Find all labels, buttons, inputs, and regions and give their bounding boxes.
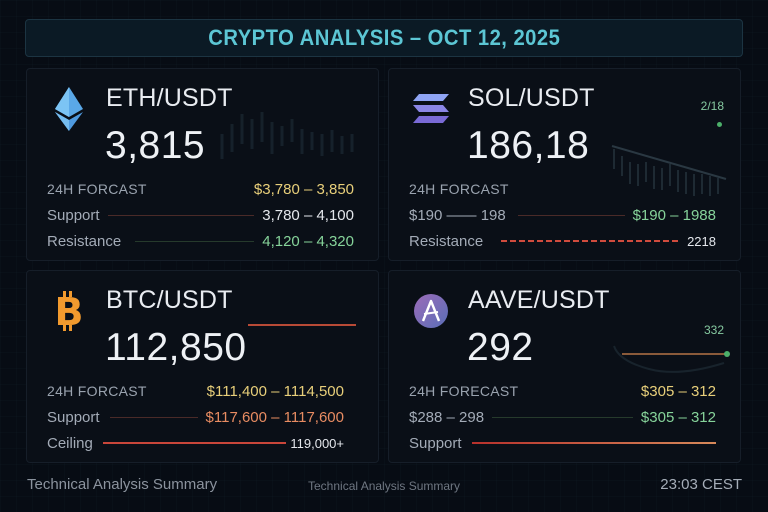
support-label: Support	[47, 206, 100, 224]
current-price: 292	[467, 326, 534, 369]
forecast-value: $3,780 – 3,850	[253, 180, 354, 198]
card-sol[interactable]: 2/18 SOL/USDT 186,18 24H FORCAST $190 ——…	[388, 68, 741, 261]
pair-name: BTC/USDT	[106, 286, 233, 314]
aave-icon	[409, 289, 453, 333]
current-price: 112,850	[105, 326, 247, 369]
support-line	[109, 416, 198, 418]
current-price: 3,815	[105, 124, 206, 167]
forecast-row: 24H FORECAST $305 – 312	[409, 381, 716, 401]
resistance-label: Resistance	[409, 232, 484, 250]
support-value: $190 – 1988	[632, 206, 716, 224]
support-label: Support	[409, 434, 462, 452]
resistance-value: 4,120 – 4,320	[262, 232, 354, 250]
price-level-line	[622, 353, 726, 355]
footer-summary-center: Technical Analysis Summary	[308, 479, 461, 493]
ceiling-label: Ceiling	[47, 434, 93, 452]
header-banner: CRYPTO ANALYSIS – OCT 12, 2025	[25, 19, 743, 57]
card-aave[interactable]: 332 AAVE/USDT 292 24H FORECAST $305 – 31…	[388, 270, 741, 463]
ceiling-value: 119,000+	[290, 435, 344, 451]
forecast-value: $305 – 312	[640, 382, 716, 400]
background-candlestick-chart	[220, 112, 354, 159]
forecast-row: 24H FORCAST	[409, 179, 716, 199]
range-label: $288 – 298	[409, 408, 485, 426]
ethereum-icon	[47, 87, 91, 131]
support-value: $117,600 – 1117,600	[205, 408, 344, 426]
chart-marker-label: 2/18	[700, 99, 724, 113]
solana-icon	[409, 87, 453, 131]
price-level-line	[248, 324, 356, 326]
ceiling-row: Ceiling 119,000+	[47, 433, 354, 453]
forecast-row: 24H FORCAST $111,400 – 1114,500	[47, 381, 354, 401]
page-title: CRYPTO ANALYSIS – OCT 12, 2025	[207, 25, 561, 50]
forecast-label: 24H FORCAST	[47, 181, 147, 197]
resistance-line	[135, 240, 255, 242]
chart-marker-label: 332	[703, 323, 724, 337]
support-line	[107, 214, 255, 216]
card-btc[interactable]: B BTC/USDT 112,850 24H FORCAST $111,400 …	[26, 270, 379, 463]
pair-name: AAVE/USDT	[468, 286, 610, 314]
footer-summary-left: Technical Analysis Summary	[27, 476, 218, 493]
pair-name: SOL/USDT	[468, 84, 595, 112]
ceiling-line	[102, 442, 287, 444]
forecast-label: 24H FORCAST	[409, 181, 509, 197]
forecast-value: $111,400 – 1114,500	[206, 382, 344, 400]
mini-trend-chart	[611, 145, 727, 196]
support-row: Support	[409, 433, 716, 453]
support-line	[517, 214, 625, 216]
current-price: 186,18	[467, 124, 590, 167]
range-value: $305 – 312	[640, 408, 716, 426]
support-row: Support 3,780 – 4,100	[47, 205, 354, 225]
support-label: Support	[47, 408, 100, 426]
range-line	[492, 416, 633, 418]
resistance-row: Resistance 4,120 – 4,320	[47, 231, 354, 251]
footer-timestamp: 23:03 CEST	[660, 476, 742, 493]
range-row: $288 – 298 $305 – 312	[409, 407, 716, 427]
card-eth[interactable]: ETH/USDT 3,815 24H FORCAST $3,780 – 3,85…	[26, 68, 379, 261]
support-line	[471, 442, 716, 444]
resistance-line	[501, 240, 680, 242]
resistance-label: Resistance	[47, 232, 122, 250]
resistance-value: 2218	[687, 233, 716, 249]
bitcoin-icon: B	[47, 289, 91, 333]
forecast-label: 24H FORCAST	[47, 383, 147, 399]
forecast-label: 24H FORECAST	[409, 383, 519, 399]
forecast-row: 24H FORCAST $3,780 – 3,850	[47, 179, 354, 199]
support-label: $190 —— 198	[409, 206, 506, 224]
support-row: $190 —— 198 $190 – 1988	[409, 205, 716, 225]
pair-name: ETH/USDT	[106, 84, 233, 112]
mini-trend-curve	[613, 345, 725, 373]
support-row: Support $117,600 – 1117,600	[47, 407, 354, 427]
chart-marker-dot	[724, 351, 730, 357]
chart-marker-dot	[717, 122, 722, 127]
resistance-row: Resistance 2218	[409, 231, 716, 251]
support-value: 3,780 – 4,100	[262, 206, 354, 224]
